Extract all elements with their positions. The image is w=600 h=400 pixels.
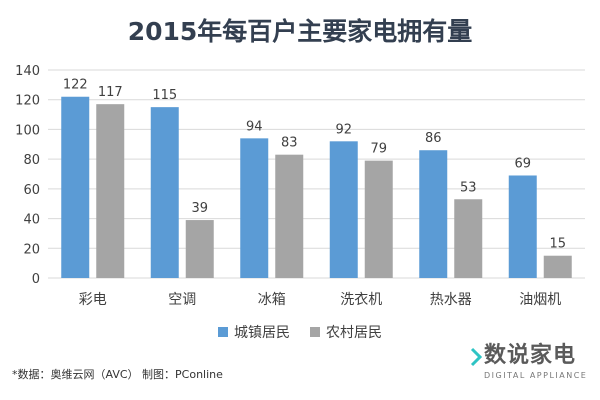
y-tick-label: 20 <box>23 242 40 257</box>
data-label: 39 <box>191 201 208 216</box>
logo: 数说家电 DIGITAL APPLIANCE <box>470 343 590 387</box>
bar-urban <box>419 150 448 278</box>
data-label: 83 <box>281 136 298 151</box>
legend-label-urban: 城镇居民 <box>234 325 290 341</box>
data-label: 15 <box>549 237 566 252</box>
logo-subtext: DIGITAL APPLIANCE <box>484 371 588 380</box>
bar-rural <box>275 154 304 278</box>
bar-rural <box>96 104 125 279</box>
y-tick-label: 100 <box>15 123 40 138</box>
data-label: 117 <box>98 85 123 100</box>
y-tick-label: 40 <box>23 213 40 228</box>
legend-item-rural: 农村居民 <box>310 322 382 342</box>
legend-item-urban: 城镇居民 <box>218 322 290 342</box>
data-label: 79 <box>370 142 387 157</box>
bar-rural <box>454 199 483 278</box>
bar-urban <box>508 175 537 278</box>
x-tick-label: 冰箱 <box>258 292 286 308</box>
logo-text: 数说家电 <box>484 343 577 368</box>
source-note: *数据：奥维云网（AVC） 制图：PConline <box>12 368 223 381</box>
y-tick-label: 80 <box>23 153 40 168</box>
bar-rural <box>364 160 393 278</box>
data-label: 86 <box>425 131 442 146</box>
data-label: 115 <box>152 88 177 103</box>
y-tick-label: 140 <box>15 64 40 79</box>
x-tick-label: 空调 <box>168 292 196 308</box>
x-tick-label: 彩电 <box>79 292 107 308</box>
y-tick-label: 120 <box>15 94 40 109</box>
bar-urban <box>240 138 269 278</box>
legend-swatch-rural <box>310 327 320 337</box>
x-tick-label: 洗衣机 <box>340 292 382 308</box>
y-tick-label: 60 <box>23 183 40 198</box>
bar-rural <box>543 255 572 278</box>
x-tick-label: 油烟机 <box>519 292 561 308</box>
x-tick-label: 热水器 <box>430 292 472 308</box>
bar-rural <box>185 220 214 278</box>
chart-title: 2015年每百户主要家电拥有量 <box>127 17 473 46</box>
logo-mark-icon <box>470 347 482 367</box>
legend-swatch-urban <box>218 327 228 337</box>
bar-urban <box>61 96 90 278</box>
legend: 城镇居民 农村居民 <box>0 322 600 342</box>
bar-urban <box>150 107 179 279</box>
data-label: 92 <box>335 122 352 137</box>
bar-urban <box>329 141 358 278</box>
data-label: 53 <box>460 180 477 195</box>
data-label: 94 <box>246 119 263 134</box>
data-label: 122 <box>63 78 88 93</box>
y-tick-label: 0 <box>32 272 40 287</box>
legend-label-rural: 农村居民 <box>326 325 382 341</box>
data-label: 69 <box>514 156 531 171</box>
